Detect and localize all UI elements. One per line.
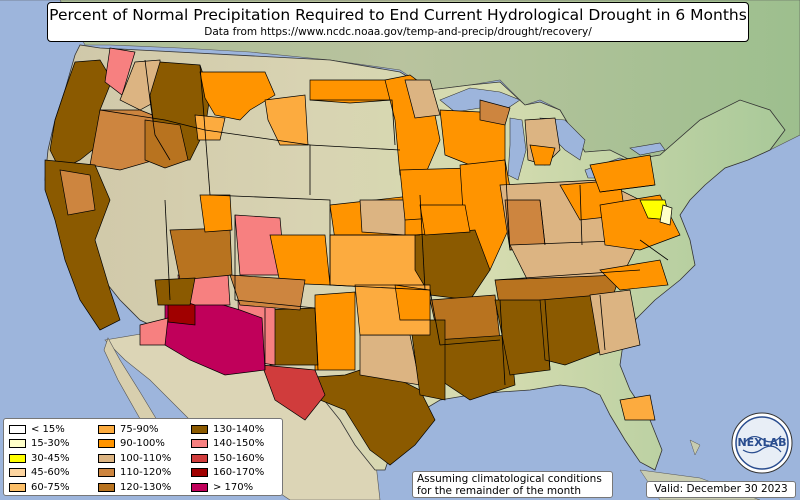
legend-item: 130-140% — [191, 422, 264, 437]
map-title: Percent of Normal Precipitation Required… — [49, 6, 747, 24]
legend-label: 160-170% — [213, 467, 265, 479]
legend-item: 140-150% — [191, 437, 264, 452]
legend-column-2: 75-90% 90-100% 100-110% 110-120% 120-130% — [98, 422, 171, 495]
legend-swatch — [191, 439, 208, 449]
region-id-south — [144, 119, 189, 169]
assumption-note: Assuming climatological conditions for t… — [412, 471, 613, 498]
logo-text: NEXLAB — [737, 436, 786, 449]
region-mt-orange — [199, 71, 276, 121]
legend-label: 45-60% — [31, 467, 70, 479]
legend-item: 150-160% — [191, 451, 264, 466]
legend-swatch — [9, 482, 26, 492]
legend-swatch — [98, 439, 115, 449]
region-wy-orange — [199, 194, 233, 233]
legend-item: 45-60% — [9, 466, 70, 481]
region-tx-east-brown — [409, 319, 446, 401]
region-ok-orange — [314, 291, 356, 371]
region-mn-light — [404, 79, 441, 119]
legend-item: 15-30% — [9, 437, 70, 452]
legend-swatch — [9, 468, 26, 478]
legend-item: 75-90% — [98, 422, 171, 437]
legend-label: 60-75% — [31, 481, 70, 493]
region-de-yellow — [659, 204, 673, 226]
legend-swatch — [191, 482, 208, 492]
legend-label: 100-110% — [120, 452, 172, 464]
map-subtitle: Data from https://www.ncdc.noaa.gov/temp… — [204, 26, 592, 38]
legend-item: 30-45% — [9, 451, 70, 466]
legend-item: > 170% — [191, 480, 264, 495]
region-ca-brown — [44, 159, 121, 331]
legend-item: 160-170% — [191, 466, 264, 481]
region-mi-orange — [529, 144, 556, 166]
legend-label: 140-150% — [213, 438, 265, 450]
region-tx-brown — [299, 369, 436, 466]
legend-swatch — [98, 482, 115, 492]
region-nv-brown — [154, 277, 196, 306]
legend-swatch — [9, 424, 26, 434]
legend-label: 130-140% — [213, 423, 265, 435]
region-ca-pink — [139, 317, 169, 346]
legend-swatch — [191, 424, 208, 434]
legend-label: 120-130% — [120, 481, 172, 493]
region-wy-light — [194, 114, 226, 141]
region-ga-tan — [589, 289, 641, 356]
legend-label: < 15% — [31, 423, 65, 435]
legend-swatch — [9, 453, 26, 463]
region-tx-west-red — [261, 364, 326, 421]
region-ut-tan — [229, 274, 306, 311]
legend-column-3: 130-140% 140-150% 150-160% 160-170% > 170% — [191, 422, 264, 495]
legend-item: 120-130% — [98, 480, 171, 495]
legend-label: 150-160% — [213, 452, 265, 464]
drought-regions — [44, 47, 681, 466]
region-in-tan — [504, 199, 546, 251]
region-ks-tan — [359, 199, 406, 236]
legend-swatch — [191, 468, 208, 478]
legend-item: 110-120% — [98, 466, 171, 481]
region-ok-orange2 — [394, 284, 431, 321]
nexlab-logo: NEXLAB — [731, 412, 793, 474]
lake-michigan — [507, 117, 527, 181]
legend-label: > 170% — [213, 481, 254, 493]
region-ut-brown — [169, 227, 233, 281]
legend-swatch — [98, 424, 115, 434]
region-nc-orange — [599, 259, 669, 291]
legend: < 15% 15-30% 30-45% 45-60% 60-75% 75-90% 90-1… — [3, 418, 283, 496]
region-ca-tan — [59, 169, 96, 216]
legend-label: 30-45% — [31, 452, 70, 464]
legend-item: < 15% — [9, 422, 70, 437]
note-line-1: Assuming climatological conditions — [417, 473, 602, 485]
region-co-orange — [269, 234, 331, 286]
valid-date: Valid: December 30 2023 — [646, 481, 796, 498]
legend-label: 75-90% — [120, 423, 159, 435]
note-line-2: for the remainder of the month — [417, 485, 582, 497]
region-wi-tan — [479, 99, 511, 126]
legend-item: 90-100% — [98, 437, 171, 452]
bahamas — [689, 439, 701, 456]
legend-swatch — [98, 453, 115, 463]
region-nd-orange — [309, 79, 393, 104]
legend-swatch — [9, 439, 26, 449]
lake-ontario — [629, 142, 666, 156]
region-ks-light — [329, 234, 426, 291]
legend-label: 110-120% — [120, 467, 172, 479]
legend-label: 15-30% — [31, 438, 70, 450]
title-box: Percent of Normal Precipitation Required… — [47, 2, 749, 42]
legend-swatch — [191, 453, 208, 463]
legend-label: 90-100% — [120, 438, 165, 450]
legend-swatch — [98, 468, 115, 478]
legend-item: 100-110% — [98, 451, 171, 466]
region-mo-orange — [419, 204, 471, 236]
legend-column-1: < 15% 15-30% 30-45% 45-60% 60-75% — [9, 422, 70, 495]
region-fl-light — [619, 394, 656, 421]
region-mt-light — [264, 94, 309, 146]
state-borders — [99, 59, 669, 386]
legend-item: 60-75% — [9, 480, 70, 495]
